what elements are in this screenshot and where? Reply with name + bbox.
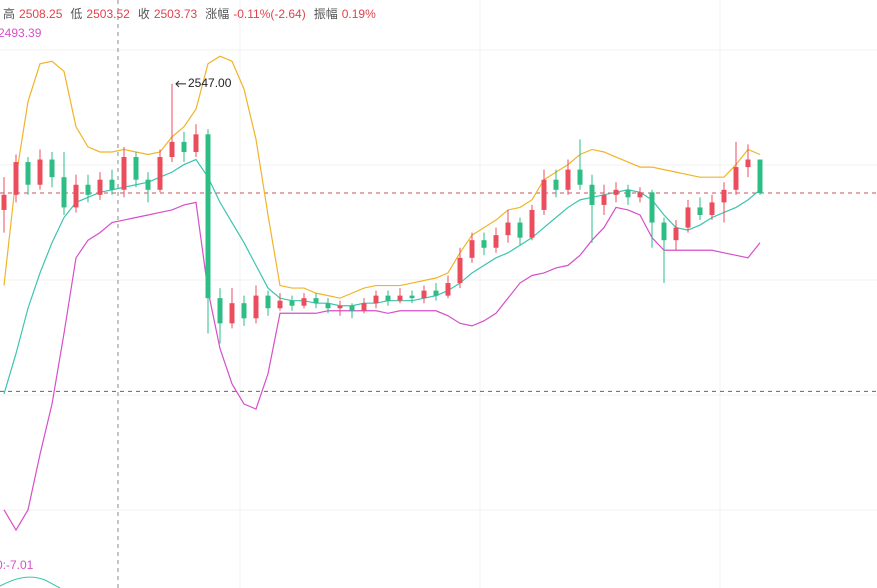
header-label: 收 xyxy=(138,7,150,21)
candle-body xyxy=(13,162,19,195)
candle-body xyxy=(577,169,583,185)
annotation-arrow xyxy=(175,80,186,88)
candle-body xyxy=(433,290,439,296)
candle-body xyxy=(85,184,91,195)
candle-body xyxy=(589,184,595,205)
candle-body xyxy=(193,134,199,152)
candle-body xyxy=(373,295,379,304)
candle-body xyxy=(457,257,463,284)
header-value: 0.19% xyxy=(342,7,376,21)
candle-body xyxy=(61,177,67,208)
candle-body xyxy=(649,192,655,223)
candle-body xyxy=(733,167,739,190)
candle-body xyxy=(481,240,487,248)
candle-body xyxy=(253,295,259,319)
candle-body xyxy=(325,303,331,309)
candle-body xyxy=(685,207,691,228)
candle-body xyxy=(169,141,175,158)
band-value: 2493.39 xyxy=(0,26,42,40)
candle-body xyxy=(625,189,631,198)
candle-body xyxy=(445,283,451,296)
candle-body xyxy=(565,169,571,190)
candle-body xyxy=(493,235,499,248)
candle-body xyxy=(361,303,367,311)
candle-body xyxy=(529,209,535,238)
candle-body xyxy=(697,207,703,215)
header-value: 2508.25 xyxy=(19,7,63,21)
annotation-label: 2547.00 xyxy=(188,76,232,90)
candle-body xyxy=(469,240,475,258)
candle-body xyxy=(337,305,343,309)
candle-body xyxy=(121,157,127,190)
band-line xyxy=(3,201,761,532)
candle-body xyxy=(313,298,319,304)
candle-body xyxy=(265,295,271,309)
candle-body xyxy=(517,222,523,238)
candle-body xyxy=(385,295,391,301)
candle-body xyxy=(709,202,715,215)
header-label: 低 xyxy=(70,7,82,21)
candle-body xyxy=(421,290,427,299)
candle-body xyxy=(553,179,559,190)
candle-body xyxy=(745,159,751,168)
header-value: 2503.52 xyxy=(86,7,130,21)
candle-body xyxy=(757,159,763,193)
candle-body xyxy=(1,194,7,210)
candle-body xyxy=(661,222,667,241)
candle-body xyxy=(277,300,283,309)
candle-body xyxy=(505,222,511,236)
candle-body xyxy=(73,184,79,208)
sub-indicator-line xyxy=(0,576,61,588)
header-value: -0.11%(-2.64) xyxy=(233,7,305,21)
header-label: 振幅 xyxy=(314,6,338,21)
candle-body xyxy=(49,159,55,178)
candle-body xyxy=(157,157,163,190)
header-label: 涨幅 xyxy=(205,6,229,21)
candle-body xyxy=(25,162,31,185)
candle-body xyxy=(229,303,235,324)
candle-body xyxy=(349,305,355,311)
sub-indicator-text: 0:-7.01 xyxy=(0,558,34,572)
candle-body xyxy=(241,303,247,319)
header-label: 高 xyxy=(3,6,15,21)
candle-body xyxy=(217,298,223,324)
candle-body xyxy=(673,227,679,241)
candle-body xyxy=(613,189,619,195)
candle-body xyxy=(409,295,415,299)
candle-body xyxy=(145,179,151,190)
candle-body xyxy=(637,192,643,198)
candle-body xyxy=(601,194,607,205)
band-line xyxy=(3,55,761,299)
candle-body xyxy=(37,159,43,185)
candle-body xyxy=(541,179,547,210)
candle-body xyxy=(97,179,103,195)
candle-body xyxy=(205,134,211,299)
candle-body xyxy=(721,189,727,203)
header-value: 2503.73 xyxy=(154,7,198,21)
candle-body xyxy=(301,298,307,306)
candle-body xyxy=(289,300,295,306)
candle-body xyxy=(109,179,115,190)
candle-body xyxy=(397,295,403,301)
candle-body xyxy=(133,157,139,180)
band-line xyxy=(3,158,761,395)
candle-body xyxy=(181,141,187,152)
